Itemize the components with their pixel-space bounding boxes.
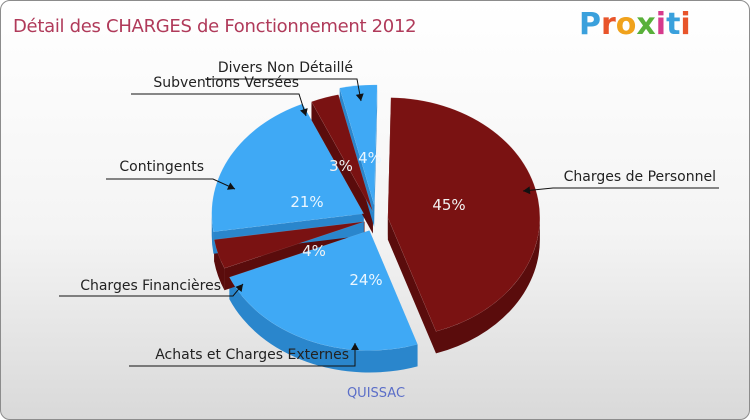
leader-arrow: [300, 108, 308, 116]
slice-percent-label: 3%: [329, 157, 353, 175]
pie-slice-side: [211, 213, 214, 254]
pie-slice-face: [387, 217, 436, 354]
leader-arrow: [226, 182, 235, 190]
slice-category-label: Achats et Charges Externes: [155, 347, 349, 363]
leader-line: [106, 178, 236, 190]
slice-category-label: Subventions Versées: [153, 75, 299, 91]
slice-category-label: Charges Financières: [80, 278, 221, 294]
slice-category-label: Charges de Personnel: [564, 169, 716, 185]
pie-slice[interactable]: [211, 103, 365, 233]
logo-letter: o: [615, 7, 637, 42]
leader-arrow: [235, 284, 243, 292]
logo-letter: P: [579, 7, 601, 42]
pie-slice[interactable]: [229, 230, 418, 351]
logo-letter: t: [666, 7, 681, 42]
logo-letter: i: [655, 7, 667, 42]
slice-category-label: Divers Non Détaillé: [218, 60, 353, 76]
leader-arrow: [523, 186, 531, 195]
slice-percent-label: 24%: [349, 271, 382, 289]
pie-tops: [211, 84, 541, 351]
leader-line: [131, 93, 307, 117]
slice-percent-label: 21%: [290, 193, 323, 211]
logo-letter: i: [680, 7, 691, 42]
pie-slice-side: [435, 217, 540, 354]
slice-percent-label: 45%: [432, 196, 465, 214]
pie-slice-face: [311, 101, 373, 234]
pie-slice[interactable]: [311, 94, 374, 212]
pie-slice[interactable]: [387, 97, 541, 332]
chart-title: Détail des CHARGES de Fonctionnement 201…: [13, 16, 417, 37]
slice-percent-label: 4%: [358, 149, 382, 167]
slice-percent-label: 4%: [302, 242, 326, 260]
slice-category-label: Contingents: [119, 159, 204, 175]
pie-slice-face: [374, 84, 378, 227]
logo-letter: r: [601, 7, 616, 42]
logo-letter: x: [636, 7, 656, 42]
leader-arrow: [355, 93, 364, 101]
pie-slice-side: [229, 277, 418, 373]
leader-arrow: [351, 343, 359, 350]
proxiti-logo[interactable]: Proxiti: [579, 7, 691, 42]
leader-line: [129, 343, 356, 367]
pie-slice[interactable]: [213, 221, 365, 269]
leader-line: [522, 187, 719, 192]
city-label: QUISSAC: [346, 386, 406, 401]
leader-line: [205, 78, 362, 102]
